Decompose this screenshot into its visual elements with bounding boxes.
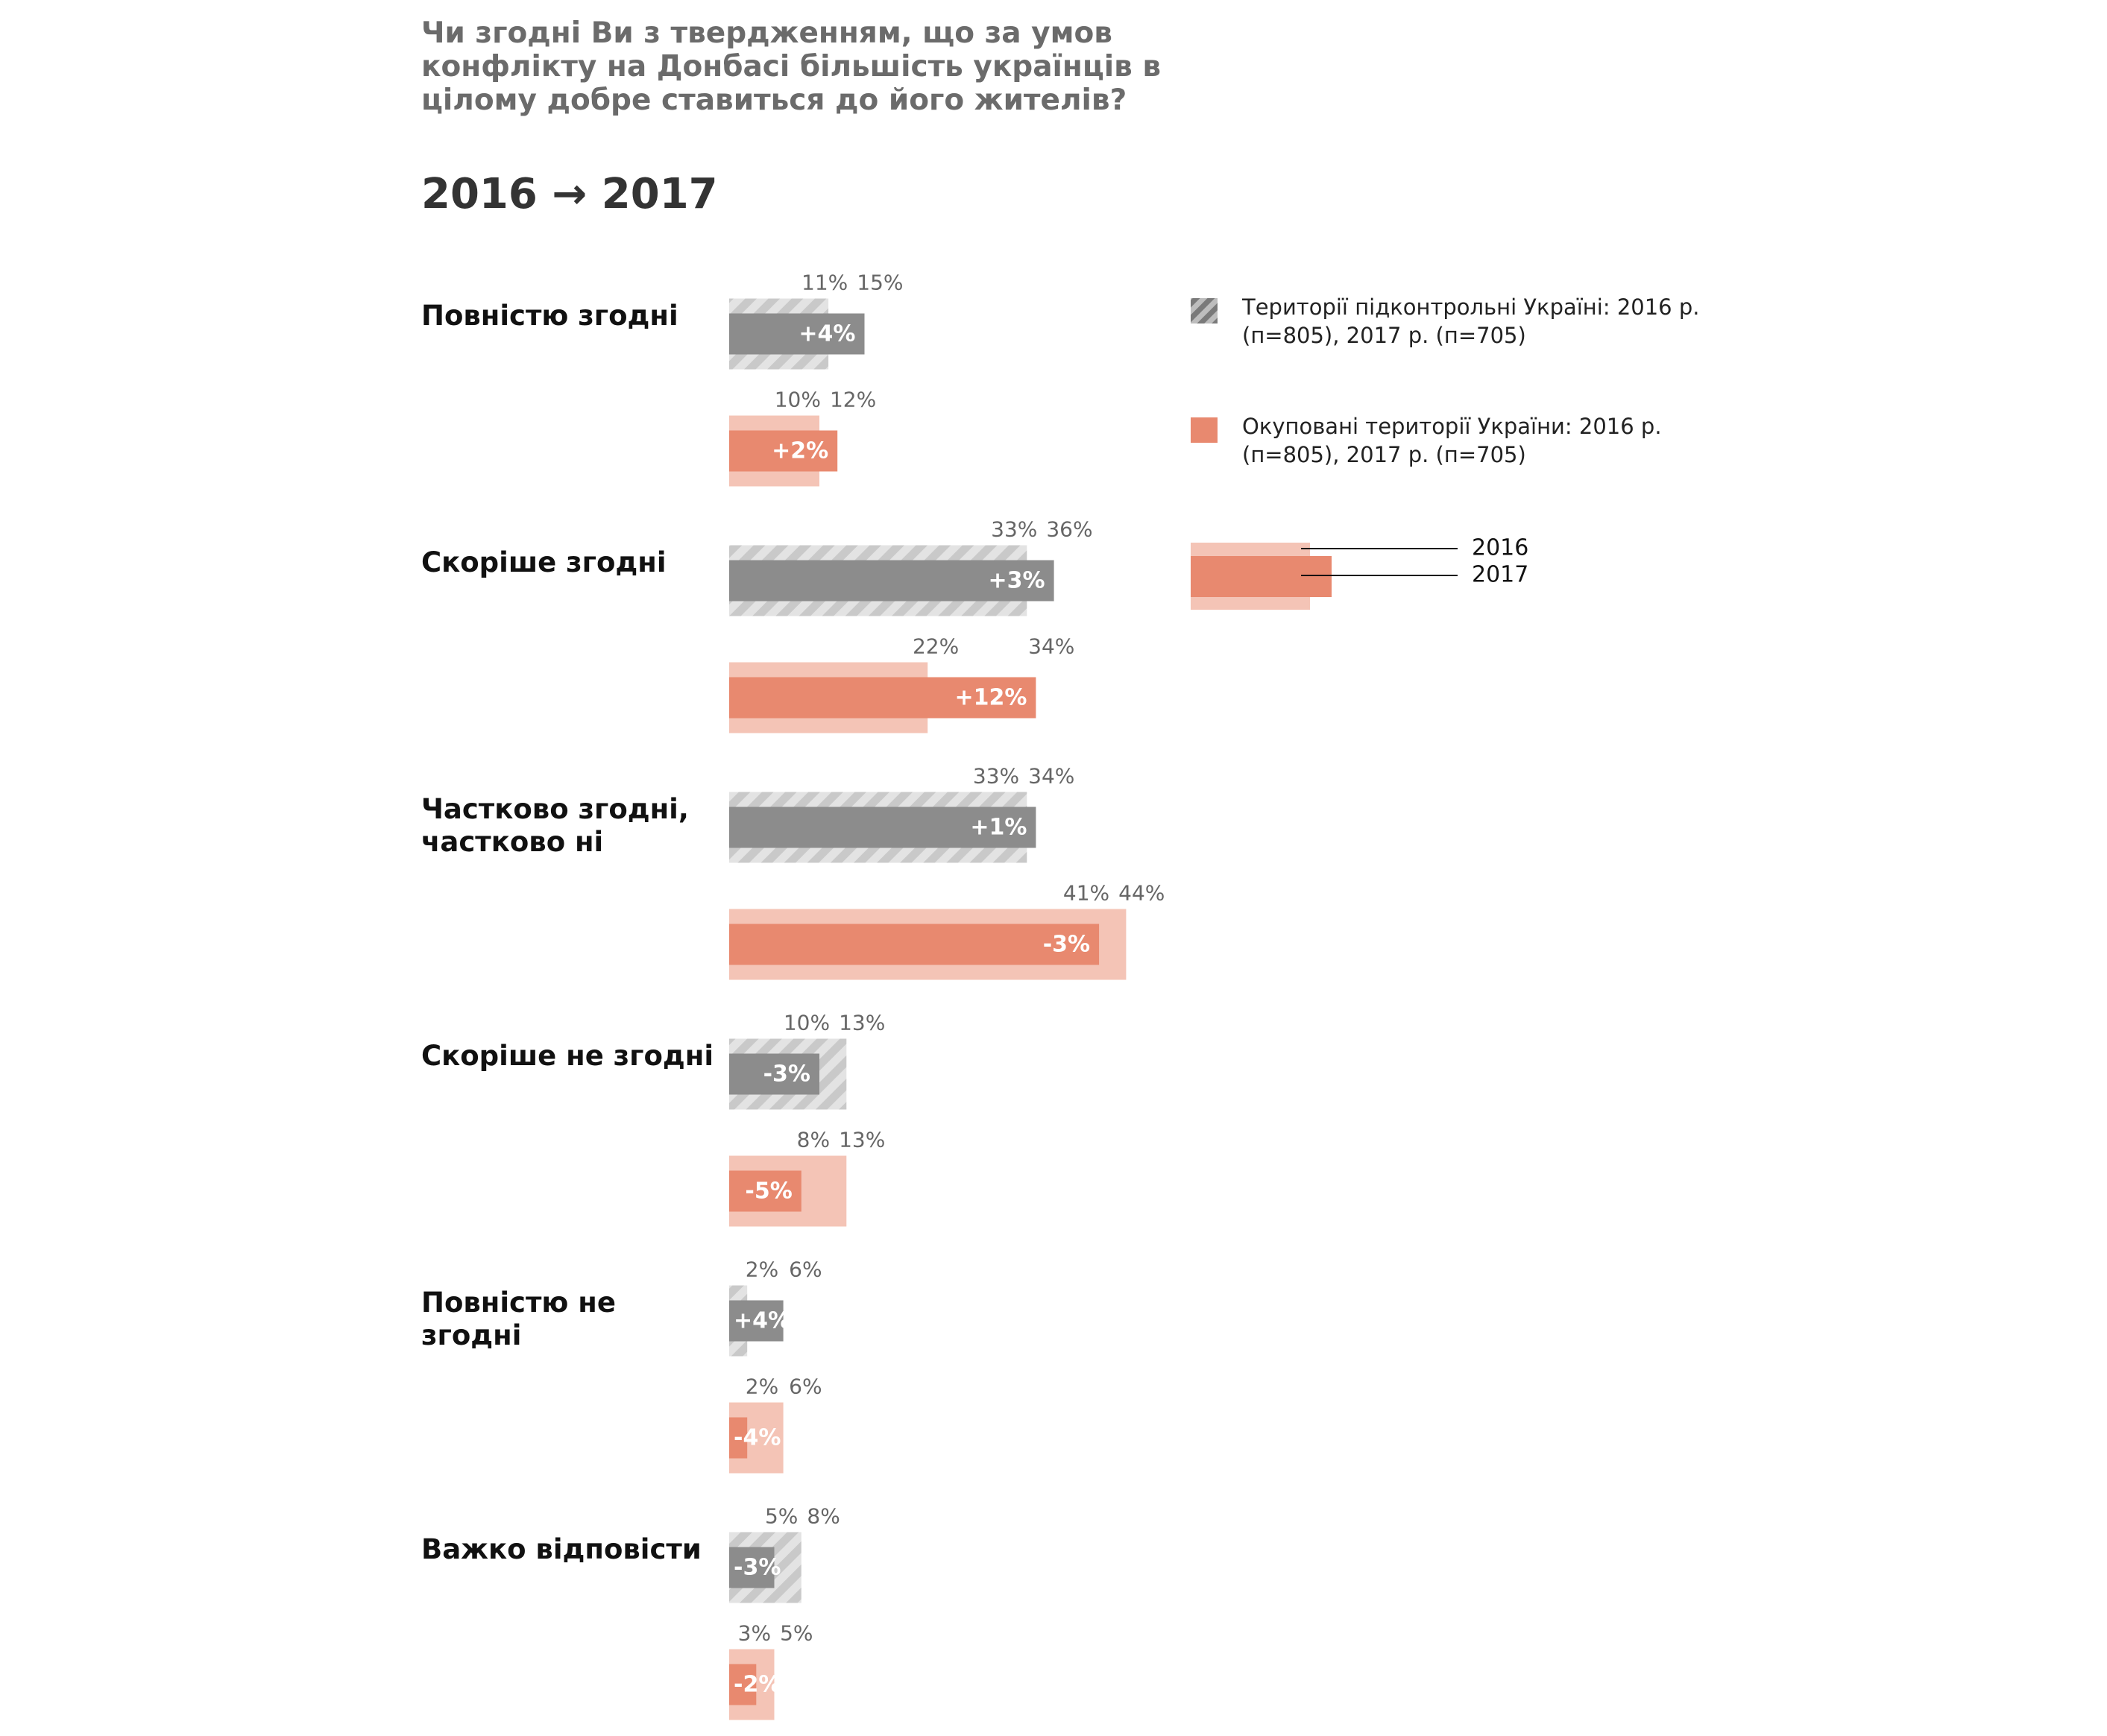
change-label: -3% [763, 1061, 810, 1088]
change-label: -5% [745, 1178, 792, 1205]
value-label: 3% [738, 1621, 771, 1646]
value-label: 41% [1063, 881, 1109, 906]
legend-period: 2017 [1472, 562, 1528, 588]
legend-swatch [1191, 298, 1218, 323]
bar-2017 [729, 1547, 775, 1588]
bar-2017 [729, 807, 1036, 848]
category-label: Скоріше не згодні [421, 1040, 714, 1072]
value-label: 12% [830, 388, 876, 412]
value-label: 5% [765, 1504, 798, 1529]
category-label: Скоріше згодні [421, 546, 667, 578]
legend-period: 2016 [1472, 535, 1528, 561]
value-label: 10% [775, 388, 821, 412]
change-label: +4% [734, 1308, 790, 1334]
value-label: 6% [789, 1257, 822, 1282]
change-label: -3% [734, 1555, 781, 1581]
legend-label: Окуповані території України: 2016 р. (п=… [1242, 414, 1662, 467]
change-label: -2% [734, 1672, 781, 1698]
value-label: 6% [789, 1374, 822, 1399]
value-label: 44% [1118, 881, 1165, 906]
value-label: 22% [913, 634, 959, 659]
value-label: 33% [991, 517, 1037, 542]
category-label: Частково згодні, частково ні [421, 793, 689, 858]
bar-2017 [729, 1417, 748, 1459]
bar-2017 [729, 924, 1100, 965]
bar-2017 [729, 1170, 801, 1212]
value-label: 2% [746, 1374, 778, 1399]
legend-sample-2017 [1191, 556, 1332, 597]
value-label: 15% [857, 271, 903, 295]
change-label: -4% [734, 1425, 781, 1451]
change-label: +1% [970, 815, 1027, 841]
category-label: Повністю не згодні [421, 1287, 616, 1351]
value-label: 11% [801, 271, 848, 295]
change-label: -3% [1043, 932, 1090, 958]
value-label: 8% [797, 1128, 830, 1152]
chart-subtitle: 2016 → 2017 [421, 170, 718, 218]
bar-2017 [729, 313, 865, 355]
bar-2017 [729, 1053, 819, 1095]
value-label: 34% [1028, 764, 1074, 789]
bar-2017 [729, 677, 1036, 719]
value-label: 13% [839, 1011, 885, 1035]
category-label: Повністю згодні [421, 300, 678, 332]
bar-2017 [729, 430, 838, 472]
value-label: 34% [1028, 634, 1074, 659]
bar-2017 [729, 1300, 784, 1342]
value-label: 5% [780, 1621, 813, 1646]
legend-label: Території підконтрольні Україні: 2016 р.… [1242, 294, 1700, 348]
value-label: 10% [784, 1011, 830, 1035]
value-label: 36% [1046, 517, 1092, 542]
change-label: +4% [799, 321, 855, 347]
value-label: 13% [839, 1128, 885, 1152]
bar-2017 [729, 1664, 757, 1705]
value-label: 2% [746, 1257, 778, 1282]
value-label: 8% [807, 1504, 840, 1529]
change-label: +12% [954, 685, 1027, 711]
category-label: Важко відповісти [421, 1533, 702, 1565]
change-label: +3% [989, 568, 1045, 594]
chart-title: Чи згодні Ви з твердженням, що за умов к… [421, 16, 1162, 117]
value-label: 33% [973, 764, 1019, 789]
change-label: +2% [772, 438, 828, 464]
bar-2017 [729, 560, 1054, 602]
legend-swatch [1191, 417, 1218, 443]
